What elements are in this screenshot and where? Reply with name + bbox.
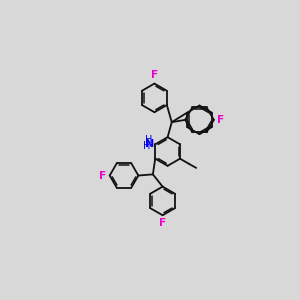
Text: F: F [151, 70, 158, 80]
Text: F: F [99, 170, 106, 181]
Text: H: H [145, 135, 152, 145]
Text: N: N [146, 139, 155, 148]
Text: F: F [159, 218, 166, 229]
Text: H: H [143, 141, 150, 151]
Text: F: F [217, 115, 224, 125]
